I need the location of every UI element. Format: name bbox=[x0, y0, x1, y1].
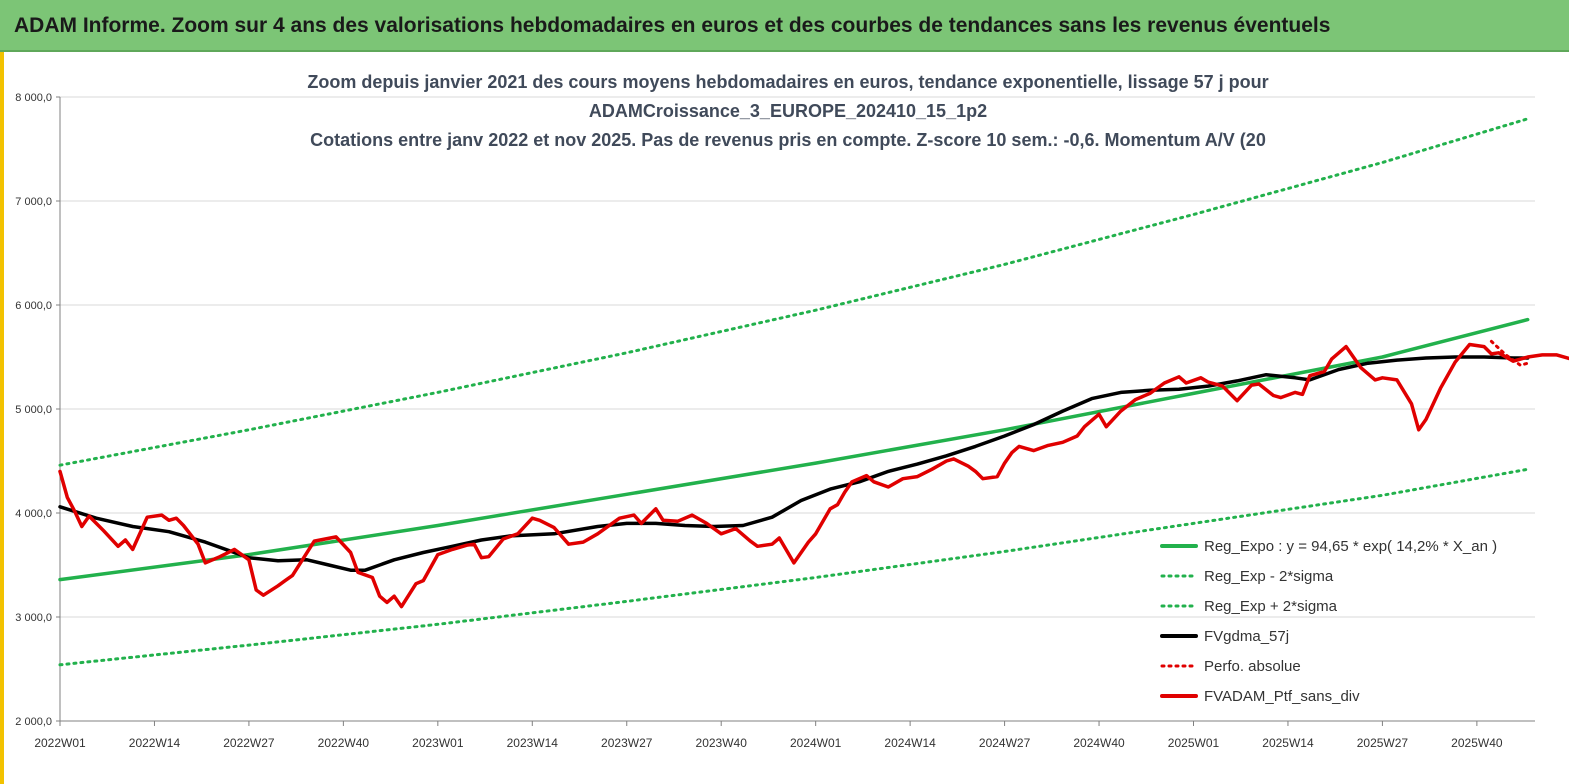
x-tick-label: 2025W14 bbox=[1262, 736, 1314, 750]
chart-frame: Zoom depuis janvier 2021 des cours moyen… bbox=[0, 52, 1569, 784]
legend: Reg_Expo : y = 94,65 * exp( 14,2% * X_an… bbox=[1160, 538, 1497, 705]
y-tick-label: 6 000,0 bbox=[15, 300, 52, 312]
y-tick-label: 2 000,0 bbox=[15, 716, 52, 728]
x-tick-label: 2024W40 bbox=[1073, 736, 1125, 750]
x-tick-label: 2024W01 bbox=[790, 736, 842, 750]
x-tick-label: 2023W01 bbox=[412, 736, 464, 750]
series-line-4 bbox=[58, 355, 1530, 572]
x-tick-label: 2024W27 bbox=[979, 736, 1031, 750]
series-line-6 bbox=[58, 342, 1569, 609]
x-tick-label: 2022W14 bbox=[129, 736, 181, 750]
report-header: ADAM Informe. Zoom sur 4 ans des valoris… bbox=[0, 0, 1569, 52]
y-tick-label: 5 000,0 bbox=[15, 404, 52, 416]
series-lines bbox=[58, 117, 1569, 667]
x-tick-label: 2023W14 bbox=[507, 736, 559, 750]
y-axis-ticks: 2 000,0 3 000,0 4 000,0 5 000,0 6 000,0 7 000… bbox=[15, 92, 52, 728]
valuation-chart: Zoom depuis janvier 2021 des cours moyen… bbox=[15, 72, 1569, 750]
grid-lines bbox=[60, 96, 1535, 722]
x-tick-label: 2025W01 bbox=[1168, 736, 1220, 750]
y-tick-label: 3 000,0 bbox=[15, 612, 52, 624]
y-tick-label: 8 000,0 bbox=[15, 92, 52, 104]
legend-label: FVADAM_Ptf_sans_div bbox=[1204, 688, 1360, 705]
report-title: ADAM Informe. Zoom sur 4 ans des valoris… bbox=[14, 14, 1331, 37]
subtitle-line-3: Cotations entre janv 2022 et nov 2025. P… bbox=[310, 130, 1266, 150]
x-tick-label: 2025W27 bbox=[1357, 736, 1409, 750]
x-tick-label: 2025W40 bbox=[1451, 736, 1503, 750]
x-tick-label: 2022W27 bbox=[223, 736, 275, 750]
chart-subtitle: Zoom depuis janvier 2021 des cours moyen… bbox=[307, 72, 1268, 150]
subtitle-line-1: Zoom depuis janvier 2021 des cours moyen… bbox=[307, 72, 1268, 92]
series-line-3 bbox=[58, 117, 1530, 467]
series-line-2 bbox=[58, 467, 1530, 667]
legend-label: Perfo. absolue bbox=[1204, 658, 1301, 675]
x-axis-ticks: 2022W01 2022W14 2022W27 2022W40 2023W01 2023W… bbox=[34, 736, 1503, 750]
y-tick-label: 4 000,0 bbox=[15, 508, 52, 520]
legend-label: Reg_Expo : y = 94,65 * exp( 14,2% * X_an… bbox=[1204, 538, 1497, 555]
x-tick-label: 2023W27 bbox=[601, 736, 653, 750]
x-tick-label: 2023W40 bbox=[696, 736, 748, 750]
x-tick-label: 2024W14 bbox=[884, 736, 936, 750]
legend-label: Reg_Exp + 2*sigma bbox=[1204, 598, 1338, 615]
x-tick-label: 2022W40 bbox=[318, 736, 370, 750]
subtitle-line-2: ADAMCroissance_3_EUROPE_202410_15_1p2 bbox=[589, 101, 987, 121]
y-tick-label: 7 000,0 bbox=[15, 196, 52, 208]
legend-label: FVgdma_57j bbox=[1204, 628, 1289, 645]
legend-label: Reg_Exp - 2*sigma bbox=[1204, 568, 1334, 585]
x-tick-label: 2022W01 bbox=[34, 736, 86, 750]
axes bbox=[56, 96, 1535, 726]
